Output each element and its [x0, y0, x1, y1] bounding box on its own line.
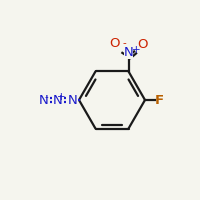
- Text: -: -: [45, 92, 48, 102]
- Text: O: O: [137, 38, 148, 51]
- Text: O: O: [109, 37, 120, 50]
- Text: N: N: [53, 94, 63, 106]
- Text: N: N: [67, 94, 77, 106]
- Text: +: +: [57, 92, 65, 102]
- Text: F: F: [155, 94, 164, 106]
- Text: N: N: [39, 94, 49, 106]
- Text: +: +: [132, 45, 141, 55]
- Text: -: -: [122, 38, 126, 48]
- Text: N: N: [124, 46, 133, 59]
